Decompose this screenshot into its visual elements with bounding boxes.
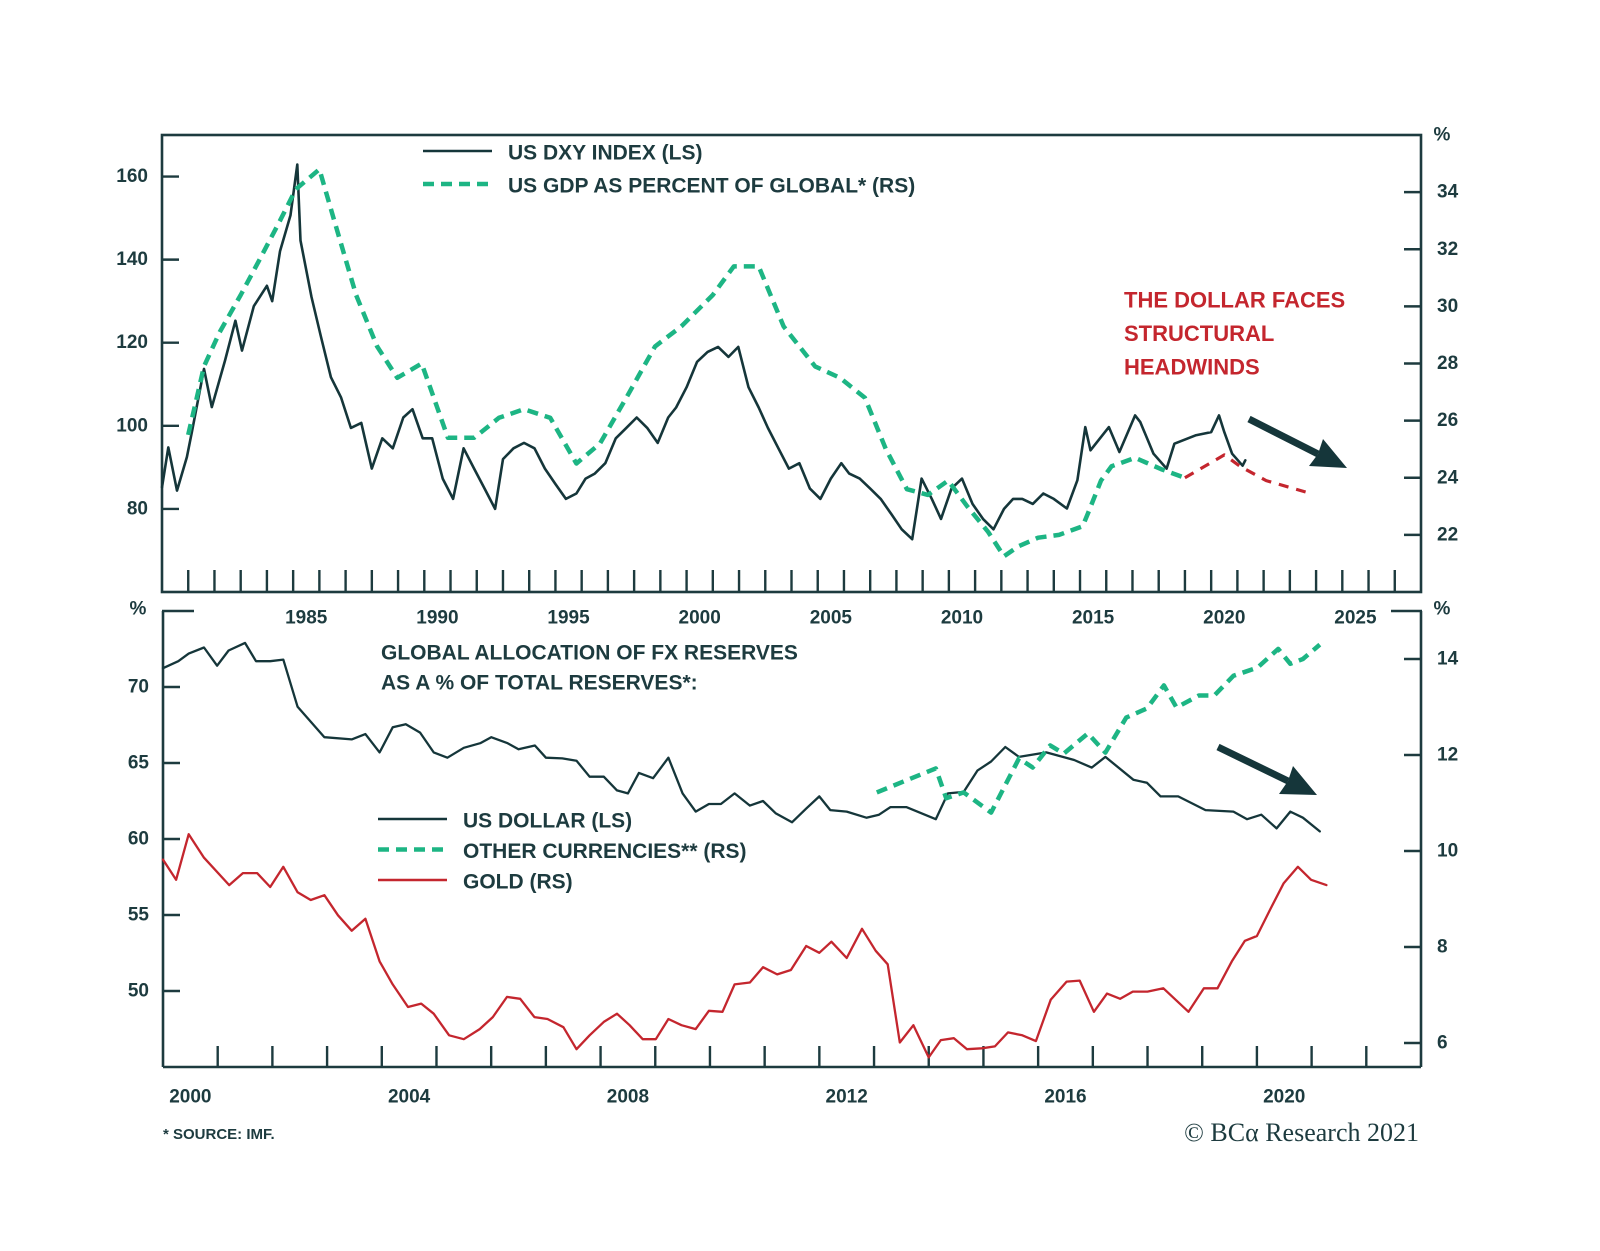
right-y-tick-label: 26 bbox=[1437, 410, 1458, 431]
x-tick-label: 2008 bbox=[607, 1087, 649, 1108]
x-tick-label: 2000 bbox=[679, 608, 721, 629]
legend-label: US GDP AS PERCENT OF GLOBAL* (RS) bbox=[508, 175, 915, 198]
legend-item-us-gdp-share: US GDP AS PERCENT OF GLOBAL* (RS) bbox=[423, 175, 915, 198]
right-y-tick-label: 32 bbox=[1437, 239, 1458, 260]
x-tick-label: 2016 bbox=[1044, 1087, 1086, 1108]
arrow-shaft bbox=[1216, 743, 1290, 785]
x-tick-label: 1990 bbox=[416, 608, 458, 629]
us-dollar-share-line bbox=[161, 641, 1321, 833]
left-y-tick-label: 120 bbox=[116, 332, 148, 353]
legend-label: GOLD (RS) bbox=[463, 871, 573, 894]
legend-item-us-dollar-share: US DOLLAR (LS) bbox=[378, 810, 632, 833]
right-y-tick-label: 6 bbox=[1437, 1033, 1448, 1054]
annotation-text: STRUCTURAL bbox=[1124, 321, 1274, 346]
left-axis-unit-label: % bbox=[130, 599, 147, 620]
copyright-label: © BCα Research 2021 bbox=[1184, 1118, 1419, 1147]
fx-reserves-chart: 2000 2004 2008 2012 2016 2020 50 55 60 65 70 6 8 10 12… bbox=[128, 599, 1459, 1108]
right-y-tick-label: 34 bbox=[1437, 182, 1459, 203]
right-axis-unit-label: % bbox=[1434, 125, 1451, 146]
source-note: * SOURCE: IMF. bbox=[163, 1126, 275, 1143]
x-tick-label: 2005 bbox=[810, 608, 853, 629]
right-y-tick-label: 28 bbox=[1437, 353, 1458, 374]
right-y-tick-label: 8 bbox=[1437, 937, 1448, 958]
left-y-tick-label: 100 bbox=[116, 415, 148, 436]
x-tick-label: 2012 bbox=[826, 1087, 868, 1108]
x-tick-label: 2020 bbox=[1203, 608, 1245, 629]
trend-arrow-bottom bbox=[1216, 743, 1317, 795]
left-y-tick-label: 80 bbox=[127, 498, 148, 519]
annotation-text: HEADWINDS bbox=[1124, 355, 1260, 380]
arrow-shaft bbox=[1247, 415, 1320, 458]
x-tick-label: 2015 bbox=[1072, 608, 1115, 629]
x-tick-label: 1985 bbox=[285, 608, 328, 629]
x-tick-label: 2010 bbox=[941, 608, 983, 629]
left-y-tick-label: 60 bbox=[128, 829, 149, 850]
x-tick-label: 2025 bbox=[1334, 608, 1377, 629]
left-y-tick-label: 65 bbox=[128, 753, 150, 774]
us-gdp-share-line bbox=[186, 167, 1186, 559]
left-y-tick-label: 160 bbox=[116, 166, 148, 187]
right-y-tick-label: 30 bbox=[1437, 296, 1458, 317]
left-y-tick-label: 55 bbox=[128, 905, 150, 926]
legend-item-other-currencies-share: OTHER CURRENCIES** (RS) bbox=[378, 840, 747, 863]
legend-item-gold-share: GOLD (RS) bbox=[378, 871, 573, 894]
x-tick-label: 2020 bbox=[1263, 1087, 1305, 1108]
legend-label: US DXY INDEX (LS) bbox=[508, 142, 702, 165]
chart-title: AS A % OF TOTAL RESERVES*: bbox=[381, 672, 698, 695]
right-y-tick-label: 24 bbox=[1437, 467, 1459, 488]
legend-label: OTHER CURRENCIES** (RS) bbox=[463, 840, 747, 863]
right-axis-unit-label: % bbox=[1434, 599, 1451, 620]
trend-arrow-top bbox=[1247, 415, 1347, 468]
legend-label: US DOLLAR (LS) bbox=[463, 810, 632, 833]
us-gdp-share-forecast-line bbox=[1184, 453, 1307, 494]
chart-title: GLOBAL ALLOCATION OF FX RESERVES bbox=[381, 642, 798, 665]
right-y-tick-label: 10 bbox=[1437, 841, 1458, 862]
us-dxy-line bbox=[160, 163, 1247, 541]
left-y-tick-label: 50 bbox=[128, 981, 149, 1002]
left-y-tick-label: 140 bbox=[116, 249, 148, 270]
x-tick-label: 1995 bbox=[547, 608, 590, 629]
x-tick-label: 2004 bbox=[388, 1087, 431, 1108]
right-y-tick-label: 22 bbox=[1437, 524, 1458, 545]
dxy-vs-gdp-chart: 1985 1990 1995 2000 2005 2010 2015 2020 2025 80 10… bbox=[116, 125, 1458, 629]
other-currencies-share-line bbox=[875, 642, 1322, 815]
right-y-tick-label: 14 bbox=[1437, 649, 1459, 670]
arrow-head-icon bbox=[1279, 766, 1317, 795]
arrow-head-icon bbox=[1309, 439, 1347, 468]
gold-share-line bbox=[161, 833, 1328, 1059]
left-y-tick-label: 70 bbox=[128, 677, 149, 698]
annotation-text: THE DOLLAR FACES bbox=[1124, 288, 1345, 313]
legend-item-us-dxy: US DXY INDEX (LS) bbox=[423, 142, 702, 165]
x-tick-label: 2000 bbox=[169, 1087, 211, 1108]
right-y-tick-label: 12 bbox=[1437, 745, 1458, 766]
